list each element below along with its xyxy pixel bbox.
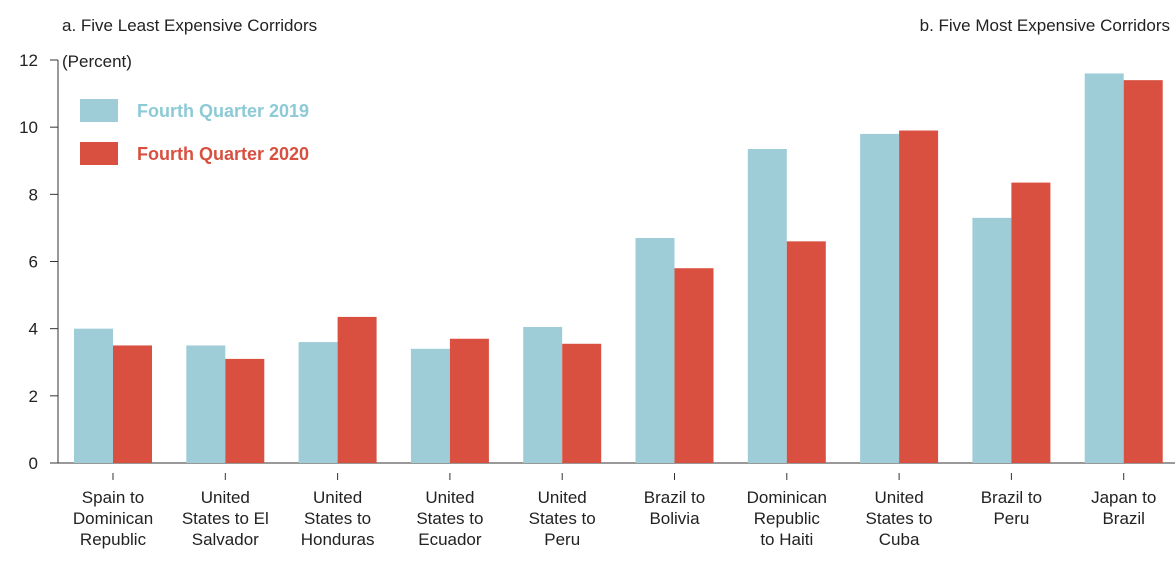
x-tick-label-line: Brazil to — [644, 488, 705, 507]
x-tick-label: Spain to Dominican Republic — [73, 488, 153, 549]
bar-2019 — [635, 237, 675, 463]
bar-2019 — [747, 148, 787, 463]
bar-2020 — [562, 343, 602, 463]
y-tick-label: 12 — [19, 51, 38, 70]
y-tick-label: 4 — [29, 320, 38, 339]
legend-swatch-2020 — [80, 142, 118, 165]
legend: Fourth Quarter 2019 Fourth Quarter 2020 — [80, 99, 309, 165]
x-tick-label-line: United — [313, 488, 362, 507]
legend-label-2020: Fourth Quarter 2020 — [137, 144, 309, 164]
y-tick-label: 6 — [29, 253, 38, 272]
x-tick-label-line: States to — [529, 509, 596, 528]
bar-2020 — [786, 241, 826, 463]
bar-2020 — [899, 130, 939, 463]
bar-2020 — [113, 345, 152, 463]
bar-2020 — [337, 316, 377, 463]
bar-2019 — [860, 133, 900, 463]
x-tick-label-line: United — [425, 488, 474, 507]
bar-2019 — [523, 326, 563, 463]
bar-2019 — [298, 342, 338, 463]
bar-2019 — [186, 345, 226, 463]
bar-2020 — [1011, 182, 1051, 463]
x-tick-label-line: Ecuador — [418, 530, 482, 549]
bar-2019 — [1084, 73, 1124, 463]
x-tick-label: United States to Peru — [529, 488, 596, 549]
x-tick-label: United States to Honduras — [301, 488, 375, 549]
x-tick-label-line: Cuba — [879, 530, 920, 549]
y-tick-label: 10 — [19, 118, 38, 137]
x-tick-label-line: United — [538, 488, 587, 507]
x-tick-label: United States to Ecuador — [416, 488, 483, 549]
x-tick-label: Brazil to Bolivia — [644, 488, 705, 528]
bar-2020 — [225, 358, 265, 463]
bar-2020 — [449, 338, 489, 463]
x-tick-label-line: Brazil — [1102, 509, 1145, 528]
x-tick-label-line: United — [201, 488, 250, 507]
x-tick-label-line: Peru — [544, 530, 580, 549]
x-tick-label-line: Salvador — [192, 530, 259, 549]
x-tick-label-line: Bolivia — [649, 509, 700, 528]
x-tick-label-line: Dominican — [747, 488, 827, 507]
x-tick-label-line: Dominican — [73, 509, 153, 528]
x-tick-label-line: Peru — [993, 509, 1029, 528]
x-tick-label-line: States to — [866, 509, 933, 528]
legend-label-2019: Fourth Quarter 2019 — [137, 101, 309, 121]
x-tick-label-line: States to El — [182, 509, 269, 528]
x-tick-label-line: Spain to — [82, 488, 144, 507]
x-tick-label: Brazil to Peru — [981, 488, 1042, 528]
bar-2019 — [410, 348, 450, 463]
panel-a-title: a. Five Least Expensive Corridors — [62, 16, 317, 35]
x-tick-label-line: United — [875, 488, 924, 507]
x-tick-label-line: Japan to — [1091, 488, 1156, 507]
x-tick-label-line: Republic — [754, 509, 821, 528]
y-tick-label: 2 — [29, 387, 38, 406]
bar-2019 — [74, 328, 113, 463]
x-tick-label: Japan to Brazil — [1091, 488, 1156, 528]
x-tick-label: United States to El Salvador — [182, 488, 269, 549]
x-tick-label-line: Brazil to — [981, 488, 1042, 507]
y-tick-label: 0 — [29, 454, 38, 473]
panel-b-title: b. Five Most Expensive Corridors — [920, 16, 1170, 35]
labels: 0 2 4 6 8 10 12 Spain to Dominican Republic United… — [19, 51, 1156, 549]
x-tick-label: Dominican Republic to Haiti — [747, 488, 827, 549]
bars — [74, 73, 1163, 464]
legend-swatch-2019 — [80, 99, 118, 122]
bar-2019 — [972, 217, 1012, 463]
bar-2020 — [674, 268, 714, 463]
y-tick-label: 8 — [29, 185, 38, 204]
bar-2020 — [1123, 80, 1163, 464]
x-tick-label: United States to Cuba — [866, 488, 933, 549]
x-tick-label-line: Honduras — [301, 530, 375, 549]
x-tick-label-line: to Haiti — [760, 530, 813, 549]
x-tick-label-line: States to — [416, 509, 483, 528]
x-tick-label-line: States to — [304, 509, 371, 528]
x-tick-label-line: Republic — [80, 530, 147, 549]
y-unit-label: (Percent) — [62, 52, 132, 71]
